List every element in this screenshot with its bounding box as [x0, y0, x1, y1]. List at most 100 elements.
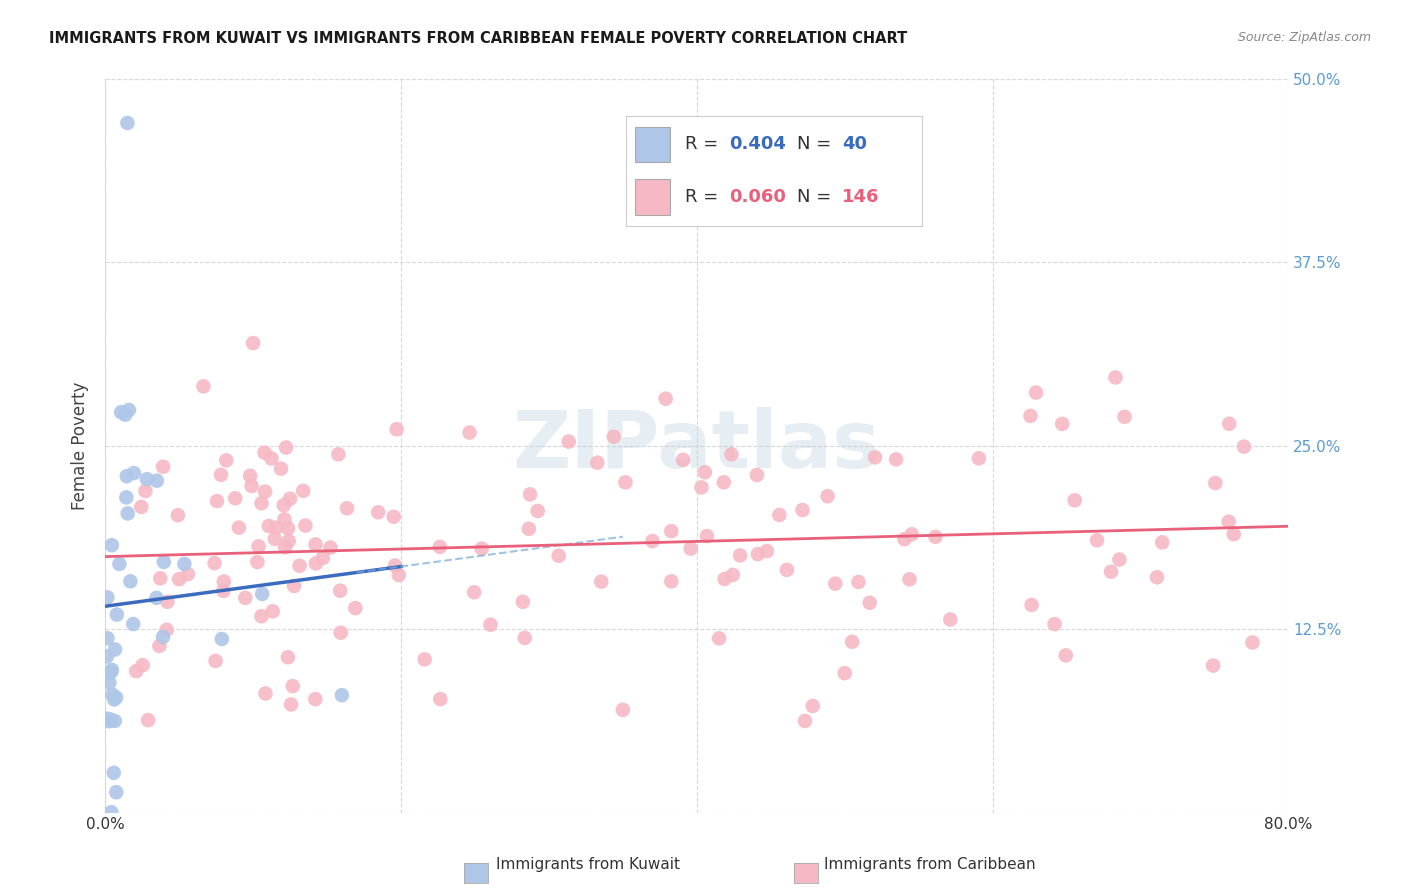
Point	[1241, 635, 1264, 649]
Point	[603, 430, 626, 444]
Point	[209, 467, 232, 482]
Point	[841, 635, 863, 649]
Point	[193, 379, 215, 393]
Point	[240, 479, 263, 493]
Point	[262, 604, 284, 618]
Point	[167, 508, 190, 523]
Point	[278, 491, 301, 506]
Point	[641, 534, 664, 549]
Point	[413, 652, 436, 666]
Point	[100, 713, 122, 727]
Point	[294, 518, 316, 533]
Point	[122, 466, 145, 480]
Point	[117, 507, 139, 521]
Point	[149, 571, 172, 585]
Point	[336, 501, 359, 516]
Point	[519, 487, 541, 501]
Point	[382, 509, 405, 524]
Point	[1114, 409, 1136, 424]
Point	[1063, 493, 1085, 508]
Point	[115, 491, 138, 505]
Point	[679, 541, 702, 556]
Point	[1152, 535, 1174, 549]
Point	[824, 576, 846, 591]
Point	[1108, 552, 1130, 566]
Point	[385, 422, 408, 436]
Point	[156, 623, 179, 637]
Point	[1054, 648, 1077, 663]
Point	[212, 574, 235, 589]
Point	[167, 572, 190, 586]
Point	[129, 500, 152, 514]
Point	[690, 480, 713, 494]
Point	[105, 785, 128, 799]
Point	[277, 650, 299, 665]
Y-axis label: Female Poverty: Female Poverty	[72, 382, 89, 510]
Point	[250, 587, 273, 601]
Point	[939, 613, 962, 627]
Point	[792, 503, 814, 517]
Point	[134, 483, 156, 498]
Point	[98, 675, 121, 690]
Point	[329, 625, 352, 640]
Point	[103, 692, 125, 706]
Point	[329, 583, 352, 598]
Point	[1223, 527, 1246, 541]
Point	[1146, 570, 1168, 584]
Text: Source: ZipAtlas.com: Source: ZipAtlas.com	[1237, 31, 1371, 45]
Point	[211, 632, 233, 646]
Point	[254, 686, 277, 700]
Point	[1218, 515, 1240, 529]
Point	[105, 690, 128, 705]
Point	[115, 469, 138, 483]
Point	[696, 529, 718, 543]
Point	[277, 521, 299, 535]
Point	[305, 557, 328, 571]
Point	[547, 549, 569, 563]
Point	[720, 447, 742, 461]
Point	[283, 579, 305, 593]
Point	[848, 574, 870, 589]
Point	[274, 441, 297, 455]
Point	[148, 639, 170, 653]
Point	[125, 664, 148, 678]
Point	[146, 474, 169, 488]
Point	[101, 688, 124, 702]
Point	[312, 551, 335, 566]
Point	[277, 533, 299, 548]
Point	[239, 468, 262, 483]
Point	[1043, 617, 1066, 632]
Point	[122, 617, 145, 632]
Point	[693, 465, 716, 479]
Point	[1025, 385, 1047, 400]
Point	[103, 765, 125, 780]
Point	[1019, 409, 1042, 423]
Point	[526, 504, 548, 518]
Point	[156, 595, 179, 609]
Point	[1050, 417, 1073, 431]
Point	[429, 692, 451, 706]
Point	[104, 714, 127, 728]
Point	[260, 451, 283, 466]
Point	[96, 632, 118, 646]
Point	[901, 527, 924, 541]
Point	[254, 484, 277, 499]
Point	[204, 654, 226, 668]
Point	[100, 665, 122, 679]
Point	[204, 556, 226, 570]
Point	[755, 544, 778, 558]
Point	[152, 459, 174, 474]
Point	[1233, 440, 1256, 454]
Point	[250, 496, 273, 510]
Point	[1085, 533, 1108, 548]
Point	[253, 445, 276, 459]
Point	[263, 532, 285, 546]
Point	[384, 558, 406, 573]
Point	[1099, 565, 1122, 579]
Point	[292, 483, 315, 498]
Point	[1104, 370, 1126, 384]
Point	[745, 468, 768, 483]
Point	[672, 453, 695, 467]
Point	[96, 649, 118, 664]
Point	[713, 572, 735, 586]
